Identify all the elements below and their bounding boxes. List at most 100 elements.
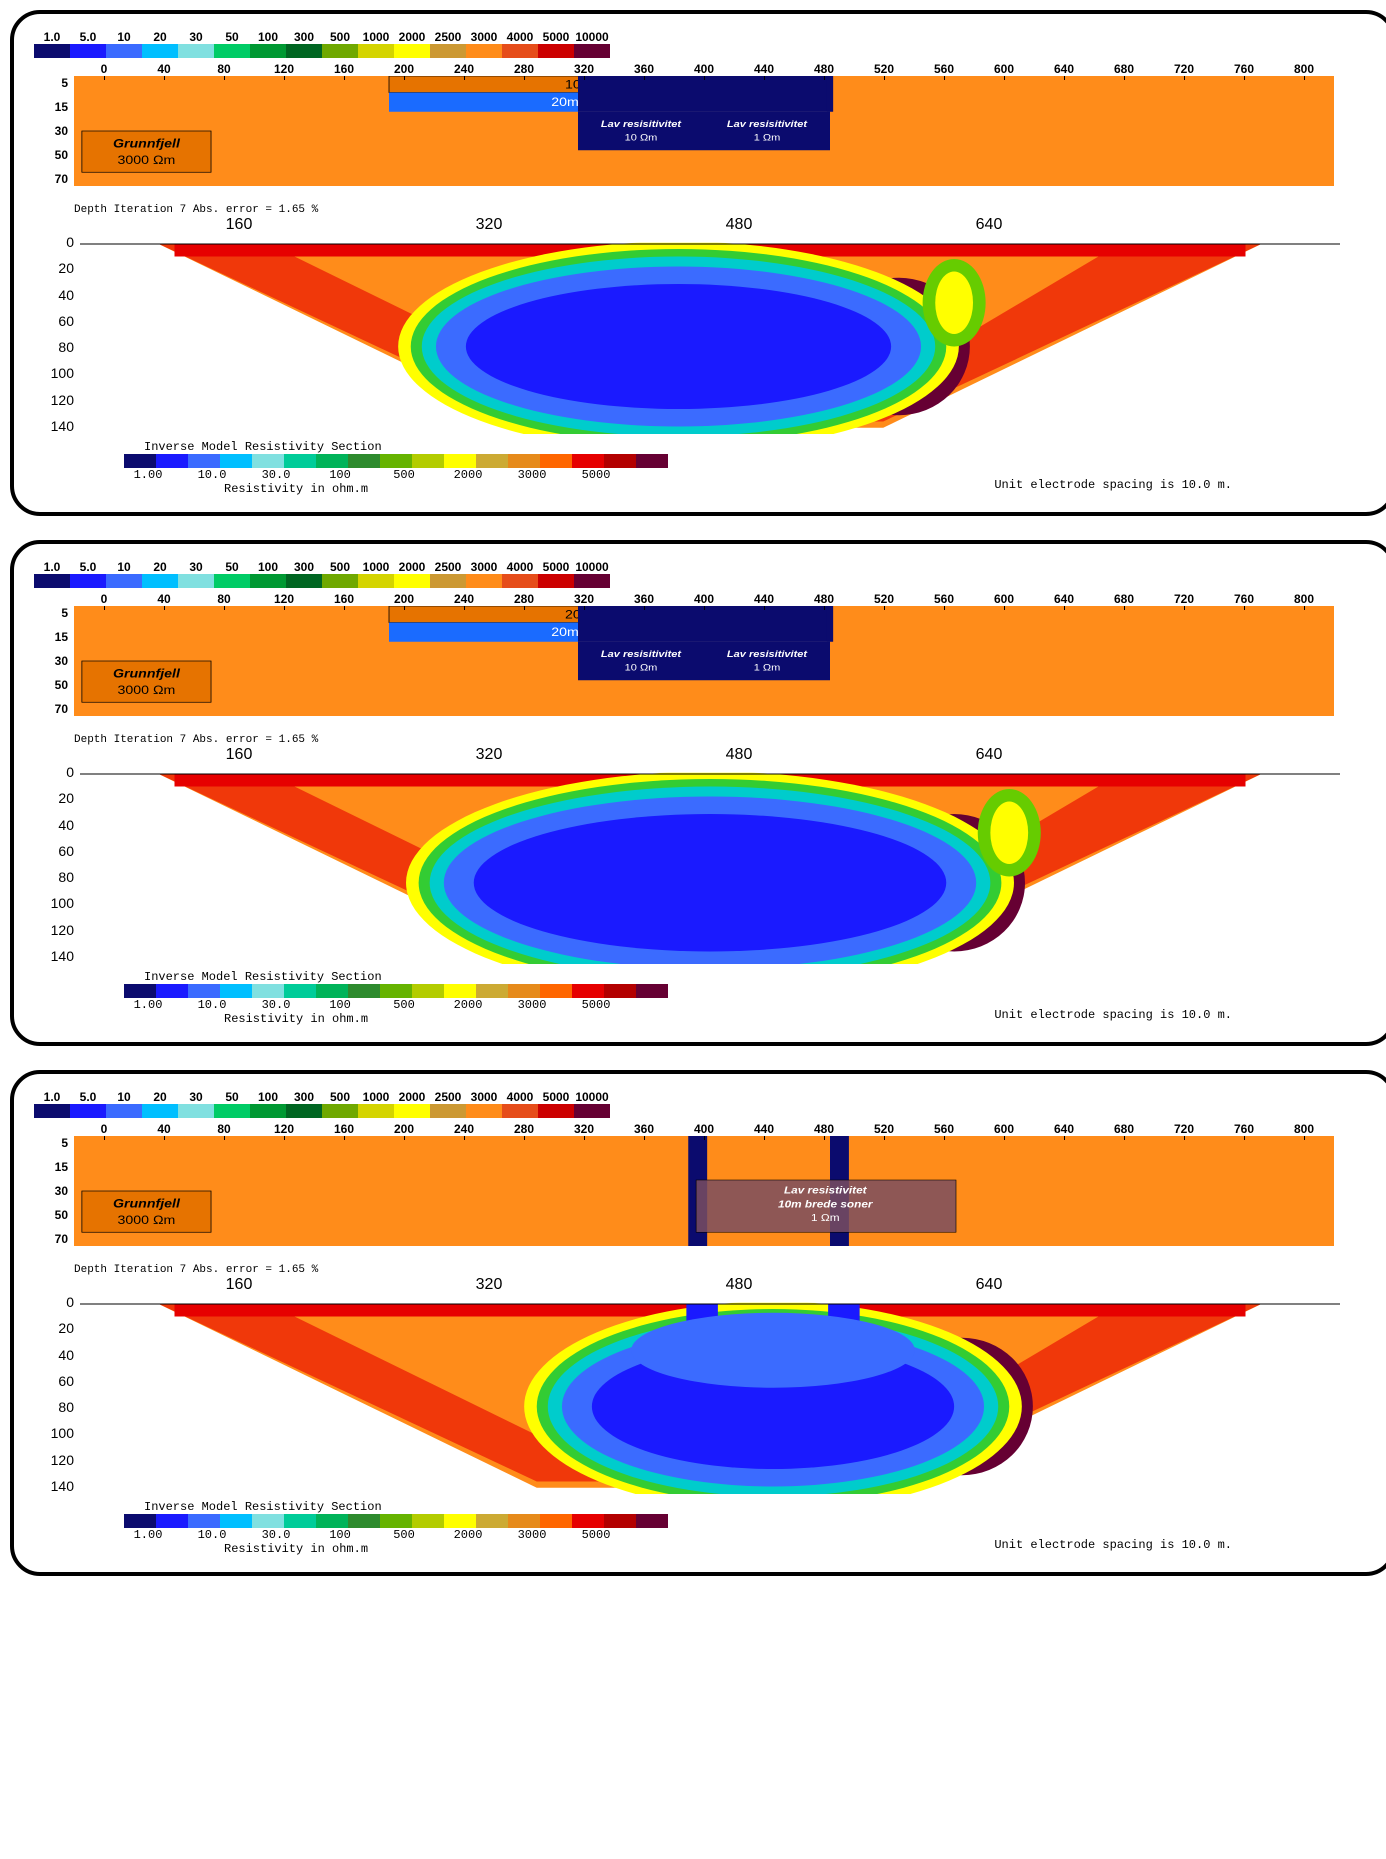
y-tick: 50 [34,678,68,692]
top-legend-swatch [106,1104,142,1118]
top-legend-swatch [574,574,610,588]
inv-x-tick: 480 [614,746,864,764]
inv-y-tick: 40 [34,287,74,303]
inv-legend-swatch [348,454,380,468]
y-tick: 15 [34,100,68,114]
inv-y-tick: 100 [34,1425,74,1441]
top-legend-swatch [574,1104,610,1118]
top-legend-swatch [502,574,538,588]
inv-y-axis: 020406080100120140 [34,234,80,434]
inv-y-tick: 100 [34,365,74,381]
inv-legend-value: 100 [308,468,372,482]
inv-y-axis: 020406080100120140 [34,1294,80,1494]
inv-legend-swatch [316,984,348,998]
inv-legend-swatch [284,454,316,468]
inv-x-axis: 160320480640 [114,746,1372,764]
x-tick: 320 [554,592,614,606]
y-tick: 30 [34,654,68,668]
x-tick: 800 [1274,1122,1334,1136]
x-tick: 240 [434,1122,494,1136]
inv-legend-swatch [636,984,668,998]
svg-text:Lav resisitivitet: Lav resisitivitet [601,649,682,659]
x-tick: 200 [374,62,434,76]
y-tick: 5 [34,1136,68,1150]
x-tick: 560 [914,62,974,76]
x-tick: 160 [314,592,374,606]
inv-legend-swatch [444,1514,476,1528]
y-tick: 30 [34,124,68,138]
resistivity-panel-3: 1.0 5.0 10 20 30 50 100 300 500 1000 [10,1070,1386,1576]
top-legend-label: 300 [294,30,314,44]
svg-text:10 Ωm: 10 Ωm [625,133,658,143]
inv-legend-swatch [476,984,508,998]
x-tick: 720 [1154,592,1214,606]
inv-legend-value: 2000 [436,468,500,482]
y-tick: 70 [34,172,68,186]
top-legend-swatch [538,574,574,588]
x-tick: 760 [1214,62,1274,76]
x-tick: 120 [254,62,314,76]
inv-y-tick: 80 [34,1399,74,1415]
inv-legend-value: 5000 [564,998,628,1012]
x-tick: 720 [1154,1122,1214,1136]
inv-legend-swatch [284,1514,316,1528]
top-legend-swatch [106,44,142,58]
top-legend-label: 30 [189,1090,202,1104]
x-tick: 560 [914,592,974,606]
x-tick: 80 [194,592,254,606]
inv-legend-swatch [188,454,220,468]
inv-x-axis: 160320480640 [114,216,1372,234]
inv-legend-swatch [412,1514,444,1528]
top-legend-swatch [394,574,430,588]
inversion-section [80,1294,1340,1494]
inv-header: Depth Iteration 7 Abs. error = 1.65 % [74,734,1372,746]
top-legend-swatch [34,1104,70,1118]
inv-legend-swatch [156,1514,188,1528]
inv-legend-swatch [476,454,508,468]
y-tick: 15 [34,1160,68,1174]
model-section: 20m grunnfjell20m lav resistivitetLav re… [74,606,1334,716]
x-tick: 600 [974,1122,1034,1136]
inv-legend-value: 5000 [564,468,628,482]
inv-y-tick: 80 [34,869,74,885]
top-legend-swatch [574,44,610,58]
inv-header: Depth Iteration 7 Abs. error = 1.65 % [74,1264,1372,1276]
inv-legend-swatch [348,1514,380,1528]
top-legend-label: 300 [294,1090,314,1104]
top-legend-label: 10000 [575,560,608,574]
inv-legend-value: 30.0 [244,1528,308,1542]
x-tick: 480 [794,592,854,606]
inv-x-tick: 480 [614,216,864,234]
top-legend-label: 100 [258,560,278,574]
top-legend-label: 3000 [471,30,498,44]
svg-text:Grunnfjell: Grunnfjell [113,1196,180,1210]
inv-y-tick: 120 [34,1452,74,1468]
x-tick: 520 [854,592,914,606]
top-legend-swatch [214,574,250,588]
top-legend-label: 20 [153,560,166,574]
top-legend-swatch [286,574,322,588]
top-legend-label: 2500 [435,30,462,44]
top-legend-swatch [358,44,394,58]
svg-text:Grunnfjell: Grunnfjell [113,666,180,680]
x-tick: 160 [314,62,374,76]
inv-y-tick: 140 [34,418,74,434]
inv-legend-swatch [508,1514,540,1528]
x-tick: 520 [854,1122,914,1136]
inv-legend-swatch [220,1514,252,1528]
x-tick: 0 [74,62,134,76]
y-tick: 70 [34,702,68,716]
top-legend-label: 5000 [543,560,570,574]
top-legend-swatch [286,44,322,58]
inv-legend-swatch [252,454,284,468]
inv-x-tick: 320 [364,216,614,234]
top-legend-label: 5.0 [80,560,97,574]
top-legend-swatch [430,1104,466,1118]
x-tick: 80 [194,62,254,76]
top-legend-label: 2000 [399,560,426,574]
svg-text:1 Ωm: 1 Ωm [811,1213,839,1224]
top-resistivity-legend: 1.0 5.0 10 20 30 50 100 300 500 1000 [34,30,1372,58]
x-tick: 280 [494,62,554,76]
top-legend-label: 20 [153,1090,166,1104]
x-tick: 440 [734,62,794,76]
